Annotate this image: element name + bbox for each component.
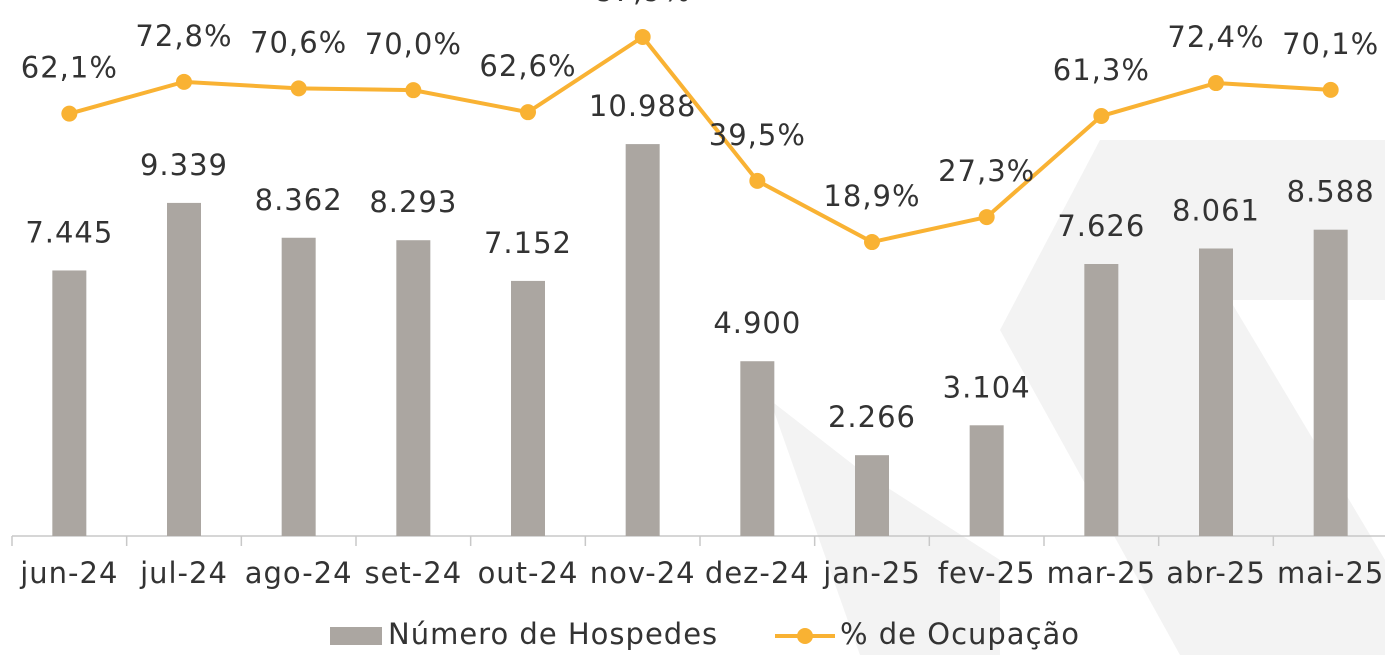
bar <box>1313 229 1348 536</box>
bar <box>396 240 431 536</box>
bar-value-label: 8.293 <box>369 185 457 219</box>
legend-label: Número de Hospedes <box>388 617 718 651</box>
line-point <box>1093 108 1110 125</box>
x-tick-label: set-24 <box>364 556 462 590</box>
bar-value-label: 8.588 <box>1287 175 1375 209</box>
x-tick-label: abr-25 <box>1166 556 1266 590</box>
line-point <box>978 209 995 226</box>
x-tick-label: jan-25 <box>822 556 921 590</box>
bar-value-label: 7.152 <box>484 226 572 260</box>
line-value-label: 61,3% <box>1053 53 1150 87</box>
bar-value-label: 2.266 <box>828 400 916 434</box>
legend-swatch <box>330 627 382 645</box>
x-tick-label: ago-24 <box>245 556 353 590</box>
x-tick-label: dez-24 <box>705 556 810 590</box>
bar <box>625 144 660 536</box>
line-value-label: 62,6% <box>479 49 576 83</box>
bar-value-label: 10.988 <box>589 89 696 123</box>
line-value-label: 70,6% <box>250 25 347 59</box>
bar <box>1199 248 1233 536</box>
line-point <box>405 82 422 99</box>
bar <box>281 237 316 536</box>
line-value-label: 72,8% <box>135 19 232 53</box>
line-point <box>749 172 766 189</box>
line-value-label: 18,9% <box>823 179 920 213</box>
line-point <box>864 234 880 251</box>
bar <box>1084 264 1119 536</box>
x-tick-label: nov-24 <box>590 556 696 590</box>
bar <box>855 455 889 536</box>
bar-value-label: 4.900 <box>713 306 801 340</box>
line-point <box>61 105 78 122</box>
bar-value-label: 8.061 <box>1172 193 1260 227</box>
x-tick-label: mar-25 <box>1047 556 1156 590</box>
line-point <box>520 104 536 121</box>
line-point <box>176 73 192 90</box>
line-point <box>634 28 651 45</box>
bar <box>167 202 201 536</box>
line-value-label: 62,1% <box>21 51 118 85</box>
line-value-label: 72,4% <box>1167 20 1264 54</box>
bar-value-label: 7.445 <box>25 215 113 249</box>
bar <box>52 270 87 536</box>
bar <box>511 280 545 536</box>
line-value-label: 70,0% <box>365 27 462 61</box>
x-tick-label: out-24 <box>478 556 579 590</box>
line-value-label: 87,9% <box>594 0 691 8</box>
line-value-label: 70,1% <box>1282 27 1379 61</box>
legend-label: % de Ocupação <box>840 617 1080 651</box>
x-tick-label: jun-24 <box>19 556 118 590</box>
bar-value-label: 7.626 <box>1057 209 1145 243</box>
x-tick-label: fev-25 <box>938 556 1036 590</box>
bar-value-label: 9.339 <box>140 148 228 182</box>
bar-value-label: 8.362 <box>255 183 343 217</box>
x-tick-label: mai-25 <box>1277 556 1384 590</box>
line-value-label: 27,3% <box>938 154 1035 188</box>
bar <box>969 425 1004 536</box>
legend-swatch <box>797 628 813 644</box>
bar <box>740 361 775 536</box>
line-value-label: 39,5% <box>709 118 806 152</box>
line-point <box>1322 81 1339 98</box>
x-tick-label: jul-24 <box>139 556 228 590</box>
line-point <box>1208 75 1224 92</box>
line <box>68 34 1331 245</box>
bar-value-label: 3.104 <box>943 370 1031 404</box>
line-point <box>290 80 307 97</box>
